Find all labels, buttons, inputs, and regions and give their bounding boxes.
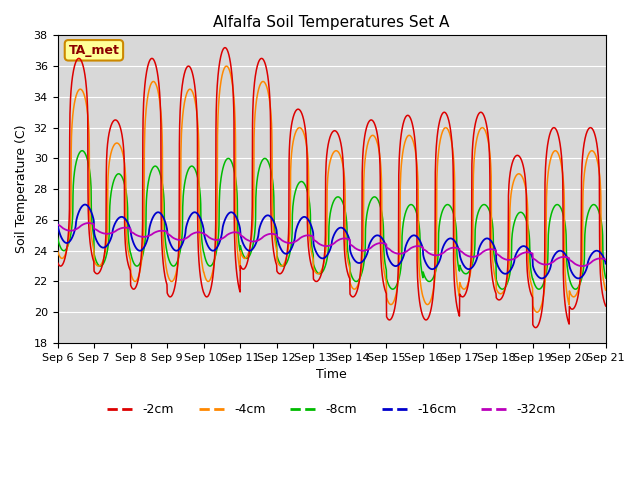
Title: Alfalfa Soil Temperatures Set A: Alfalfa Soil Temperatures Set A — [213, 15, 450, 30]
X-axis label: Time: Time — [316, 368, 347, 381]
Text: TA_met: TA_met — [68, 44, 120, 57]
Y-axis label: Soil Temperature (C): Soil Temperature (C) — [15, 125, 28, 253]
Legend: -2cm, -4cm, -8cm, -16cm, -32cm: -2cm, -4cm, -8cm, -16cm, -32cm — [102, 398, 561, 421]
